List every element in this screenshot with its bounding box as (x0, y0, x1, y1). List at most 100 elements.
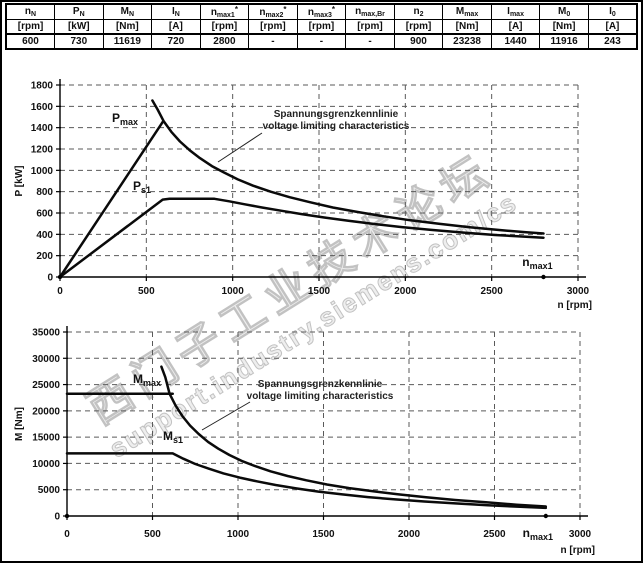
spec-value-cell: 720 (151, 33, 201, 50)
x-tick-label: 500 (144, 529, 161, 540)
spec-unit-cell: [rpm] (393, 19, 444, 35)
nmax1-label: nmax1 (523, 526, 553, 542)
spec-symbol-cell: Mmax (442, 3, 492, 20)
spec-symbol-cell: M0 (539, 3, 589, 20)
table-row: [rpm] [kW] [Nm] [A] [rpm] [rpm] [rpm] [rpm] [rpm… (5, 19, 638, 35)
y-tick-label: 0 (54, 512, 60, 523)
spec-symbol-cell: MN (102, 3, 153, 20)
spec-symbol-cell: nmax1* (199, 3, 250, 20)
y-tick-label: 20000 (32, 406, 60, 417)
spec-symbol-cell: Imax (490, 3, 541, 20)
curve-P_s1 (58, 197, 545, 279)
x-tick-label: 0 (57, 286, 63, 297)
y-tick-label: 1200 (31, 145, 54, 156)
annotation-leader-line (201, 401, 251, 431)
spec-symbol-cell: n2 (393, 3, 444, 20)
y-tick-label: 800 (36, 187, 53, 198)
annotation-line2: voltage limiting characteristics (247, 391, 394, 402)
curve-label-Ms1: Ms1 (163, 429, 183, 445)
curve-label-Ps1: Ps1 (133, 179, 151, 195)
table-row: nN PN MN IN nmax1* nmax2* nmax3* nmax,Br n2 Mmax I… (5, 3, 638, 20)
origin-dot (64, 513, 70, 519)
spec-symbol-cell: PN (54, 3, 104, 20)
y-axis-title: M [Nm] (14, 407, 25, 441)
spec-symbol-cell: nmax,Br (345, 3, 395, 20)
spec-unit-cell: [rpm] (296, 19, 347, 35)
torque-chart: 0 500 1000 1500 2000 2500 30000500010000150002… (14, 326, 595, 556)
spec-unit-cell: [rpm] (248, 19, 298, 35)
curve-P_max-line (58, 119, 165, 279)
y-tick-label: 200 (36, 251, 53, 262)
x-tick-label: 0 (64, 529, 70, 540)
spec-unit-cell: [Nm] (442, 19, 492, 35)
annotation-line1: Spannungsgrenzkennlinie (258, 379, 383, 390)
spec-unit-cell: [A] (587, 19, 638, 35)
x-tick-label: 2000 (398, 529, 421, 540)
power-chart: 0 500 1000 1500 2000 2500 3000 0 200 400 600 800 100… (14, 79, 592, 311)
spec-unit-cell: [rpm] (5, 19, 56, 35)
spec-unit-cell: [A] (151, 19, 201, 35)
spec-value-cell: 11916 (539, 33, 589, 50)
curve-label-Mmax: Mmax (133, 372, 161, 388)
x-tick-label: 3000 (569, 529, 592, 540)
gridlines (67, 331, 581, 516)
x-tick-label: 2000 (394, 286, 417, 297)
y-tick-label: 1800 (31, 81, 54, 92)
spec-symbol-cell: IN (151, 3, 201, 20)
spec-value-cell: 23238 (442, 33, 492, 50)
spec-value-cell: 900 (393, 33, 444, 50)
y-axis-title: P [kW] (14, 166, 25, 197)
spec-value-cell: - (296, 33, 347, 50)
curve-label-Pmax: Pmax (112, 111, 138, 127)
x-tick-label: 1000 (227, 529, 250, 540)
annotation-leader-line (217, 132, 263, 163)
annotation-line2: voltage limiting characteristics (263, 121, 410, 132)
spec-symbol-cell: I0 (587, 3, 638, 20)
nmax1-dot (543, 513, 548, 519)
spec-value-cell: 243 (587, 33, 638, 50)
x-axis-title: n [rpm] (558, 300, 592, 311)
origin-dot (57, 274, 63, 280)
x-tick-label: 3000 (567, 286, 590, 297)
spec-unit-cell: [A] (490, 19, 541, 35)
spec-value-cell: 11619 (102, 33, 153, 50)
x-tick-label: 2500 (481, 286, 504, 297)
y-tick-label: 10000 (32, 459, 60, 470)
curve-M_s1 (65, 452, 548, 510)
x-tick-label: 500 (138, 286, 155, 297)
y-tick-label: 400 (36, 230, 53, 241)
y-tick-label: 15000 (32, 433, 60, 444)
spec-value-cell: - (345, 33, 395, 50)
spec-unit-cell: [rpm] (345, 19, 395, 35)
x-tick-label: 1000 (222, 286, 245, 297)
x-tick-label: 1500 (312, 529, 335, 540)
y-tick-label: 1600 (31, 102, 54, 113)
nmax1-label: nmax1 (522, 255, 552, 271)
motor-spec-table: nN PN MN IN nmax1* nmax2* nmax3* nmax,Br n2 Mmax I… (5, 3, 638, 50)
table-row: 600 730 11619 720 2800- - -900 23238 1440 11916 24… (5, 33, 638, 50)
y-tick-label: 5000 (38, 485, 61, 496)
y-tick-label: 600 (36, 209, 53, 220)
y-tick-label: 30000 (32, 354, 60, 365)
spec-unit-cell: [kW] (54, 19, 104, 35)
y-tick-label: 1000 (31, 166, 54, 177)
spec-value-cell: 2800 (199, 33, 250, 50)
x-axis-title: n [rpm] (561, 545, 595, 556)
spec-value-cell: 730 (54, 33, 104, 50)
curve-voltage-limiting-characteristic (151, 99, 545, 235)
y-tick-label: 0 (47, 273, 53, 284)
x-tick-label: 1500 (308, 286, 331, 297)
spec-unit-cell: [rpm] (199, 19, 250, 35)
spec-value-cell: 1440 (490, 33, 541, 50)
nmax1-dot (541, 274, 546, 280)
spec-unit-cell: [Nm] (102, 19, 153, 35)
spec-value-cell: - (248, 33, 298, 50)
y-tick-label: 35000 (32, 328, 60, 339)
spec-symbol-cell: nmax2* (248, 3, 298, 20)
gridlines (60, 84, 579, 277)
spec-unit-cell: [Nm] (539, 19, 589, 35)
curve-voltage-limiting-characteristic (160, 365, 548, 508)
spec-symbol-cell: nN (5, 3, 56, 20)
